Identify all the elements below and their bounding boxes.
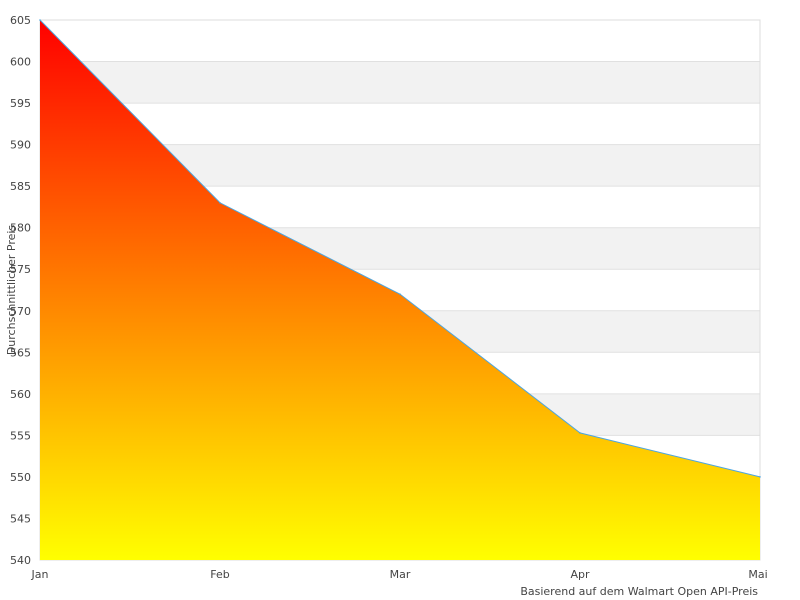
x-tick-label: Apr	[570, 568, 590, 581]
x-tick-label: Mai	[748, 568, 767, 581]
y-tick-label: 565	[10, 346, 31, 359]
y-axis-title: Durchschnittlicher Preis	[5, 225, 18, 356]
area-fill	[40, 20, 760, 560]
y-tick-label: 570	[10, 305, 31, 318]
y-tick-label: 575	[10, 263, 31, 276]
y-tick-label: 555	[10, 429, 31, 442]
x-tick-label: Jan	[31, 568, 49, 581]
y-tick-label: 580	[10, 222, 31, 235]
y-tick-label: 560	[10, 388, 31, 401]
y-tick-label: 545	[10, 512, 31, 525]
source-footnote: Basierend auf dem Walmart Open API-Preis	[520, 585, 758, 598]
data-point-mai	[759, 476, 761, 478]
x-tick-label: Feb	[210, 568, 229, 581]
grid-band	[40, 61, 760, 104]
y-axis-ticks: 540 545 550 555 560 565 570 575 580 585 590 595 600 6…	[10, 14, 31, 567]
x-tick-label: Mar	[390, 568, 411, 581]
y-tick-label: 600	[10, 56, 31, 69]
y-tick-label: 585	[10, 180, 31, 193]
data-point-jan	[39, 19, 41, 21]
y-tick-label: 540	[10, 554, 31, 567]
y-tick-label: 590	[10, 139, 31, 152]
data-point-feb	[219, 201, 221, 204]
x-axis-ticks: Jan Feb Mar Apr Mai	[31, 568, 768, 581]
area-series	[39, 19, 761, 560]
data-point-apr	[579, 432, 581, 434]
data-point-mar	[399, 293, 401, 295]
grid-band	[40, 20, 760, 62]
y-tick-label: 605	[10, 14, 31, 27]
grid-band	[40, 103, 760, 145]
y-tick-label: 595	[10, 97, 31, 110]
y-tick-label: 550	[10, 471, 31, 484]
